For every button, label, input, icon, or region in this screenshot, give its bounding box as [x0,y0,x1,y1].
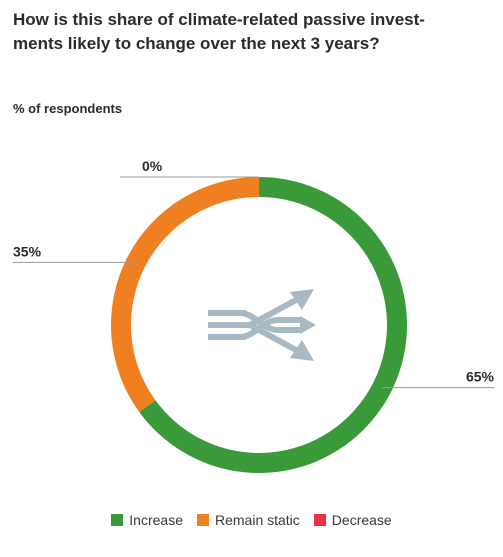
chart-title: How is this share of climate-related pas… [13,8,493,56]
icon-merge-lower [239,310,300,333]
legend-item-decrease: Decrease [313,512,392,528]
legend-label-remain-static: Remain static [214,512,300,528]
legend-label-decrease: Decrease [331,512,392,528]
data-label-decrease: 0% [142,158,163,174]
legend-item-increase: Increase [111,512,183,528]
icon-arrowhead-down [290,340,314,361]
legend-swatch-remain-static [196,514,209,526]
icon-arrowhead-right [300,316,316,334]
split-arrows-icon [208,289,316,361]
legend-item-remain-static: Remain static [196,512,300,528]
donut-slices [111,177,407,474]
icon-branch-up [248,297,298,328]
chart-subtitle: % of respondents [13,101,123,116]
legend-swatch-decrease [313,514,326,526]
data-labels: 65% 35% 0% [13,158,495,389]
legend-label-increase: Increase [129,512,183,528]
legend-swatch-increase [111,514,124,526]
icon-branch-down [248,322,298,353]
data-label-remain-static: 35% [13,243,42,259]
chart-legend: Increase Remain static Decrease [0,512,503,528]
data-label-increase: 65% [466,369,495,385]
chart-title-line-1: How is this share of climate-related pas… [13,10,425,29]
icon-arrowhead-up [290,289,314,310]
icon-merge-upper [239,317,300,340]
chart-title-line-2: ments likely to change over the next 3 y… [13,34,380,53]
slice-remain-static [111,177,259,412]
